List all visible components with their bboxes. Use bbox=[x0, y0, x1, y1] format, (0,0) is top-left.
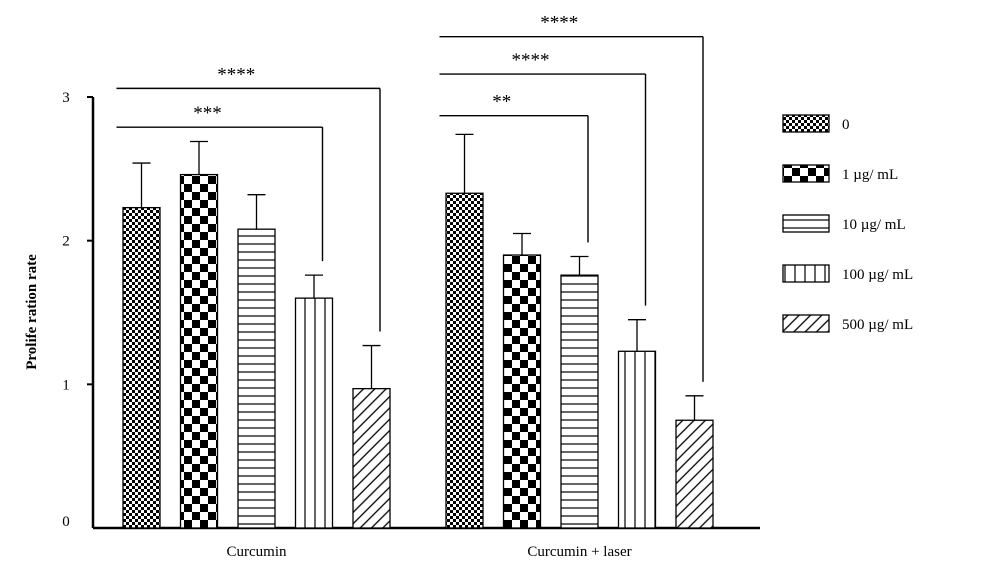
y-tick-label: 1 bbox=[62, 377, 70, 393]
legend-label: 500 µg/ mL bbox=[842, 317, 913, 333]
legend-swatch bbox=[782, 264, 830, 283]
bar bbox=[352, 387, 391, 529]
legend-swatch bbox=[782, 164, 830, 183]
legend: 0 1 µg/ mL 10 µg/ mL 100 µg/ mL 500 µg/ mL bbox=[782, 114, 913, 333]
y-tick-label: 0 bbox=[62, 514, 70, 530]
bar bbox=[617, 350, 657, 529]
significance-label: **** bbox=[217, 64, 255, 85]
legend-label: 100 µg/ mL bbox=[842, 267, 913, 283]
bar bbox=[122, 206, 161, 529]
significance-label: **** bbox=[540, 13, 578, 34]
y-tick-label: 2 bbox=[62, 234, 70, 250]
legend-label: 1 µg/ mL bbox=[842, 167, 898, 183]
legend-swatch bbox=[782, 214, 830, 233]
significance-label: ** bbox=[492, 92, 511, 113]
bar bbox=[294, 297, 334, 529]
x-category-label: Curcumin bbox=[227, 544, 287, 560]
significance-label: **** bbox=[512, 50, 550, 71]
significance-annotations: ***************** bbox=[116, 13, 704, 382]
bar bbox=[560, 274, 599, 529]
y-tick-label: 3 bbox=[62, 90, 70, 106]
bar bbox=[445, 192, 484, 529]
legend-swatch bbox=[782, 314, 830, 333]
legend-swatch bbox=[782, 114, 830, 133]
significance-label: *** bbox=[193, 103, 222, 124]
bars bbox=[122, 133, 714, 529]
bar bbox=[179, 173, 219, 529]
bar bbox=[502, 254, 542, 529]
y-axis-label: Prolife ration rate bbox=[24, 254, 40, 370]
bar bbox=[237, 228, 276, 529]
bar bbox=[675, 419, 714, 529]
legend-label: 10 µg/ mL bbox=[842, 217, 906, 233]
x-category-label: Curcumin + laser bbox=[527, 544, 631, 560]
legend-label: 0 bbox=[842, 117, 850, 133]
